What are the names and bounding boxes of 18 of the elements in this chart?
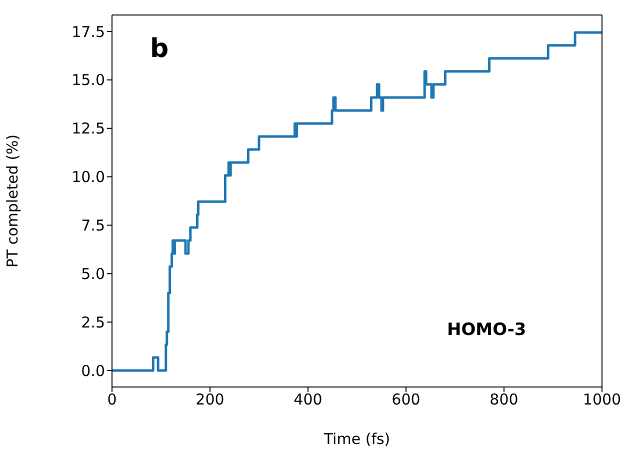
y-tick-label: 5.0 — [81, 264, 105, 283]
annotation: b — [150, 34, 169, 64]
y-tick-label: 17.5 — [72, 22, 105, 41]
y-tick-label: 15.0 — [72, 71, 105, 90]
annotation: HOMO-3 — [447, 320, 526, 340]
x-tick-label: 200 — [196, 390, 224, 409]
y-tick-label: 12.5 — [72, 120, 105, 138]
y-tick-label: 7.5 — [81, 216, 105, 235]
y-axis-title: PT completed (%) — [3, 134, 22, 268]
x-tick-label: 1000 — [582, 390, 622, 409]
x-tick-label: 600 — [392, 390, 420, 409]
x-axis-title: Time (fs) — [322, 430, 390, 448]
x-tick-label: 400 — [294, 390, 322, 409]
y-tick-label: 2.5 — [81, 313, 105, 332]
y-tick-label: 0.0 — [81, 362, 105, 380]
x-tick-label: 800 — [490, 390, 518, 409]
y-tick-label: 10.0 — [72, 168, 105, 186]
x-tick-label: 0 — [107, 390, 117, 409]
